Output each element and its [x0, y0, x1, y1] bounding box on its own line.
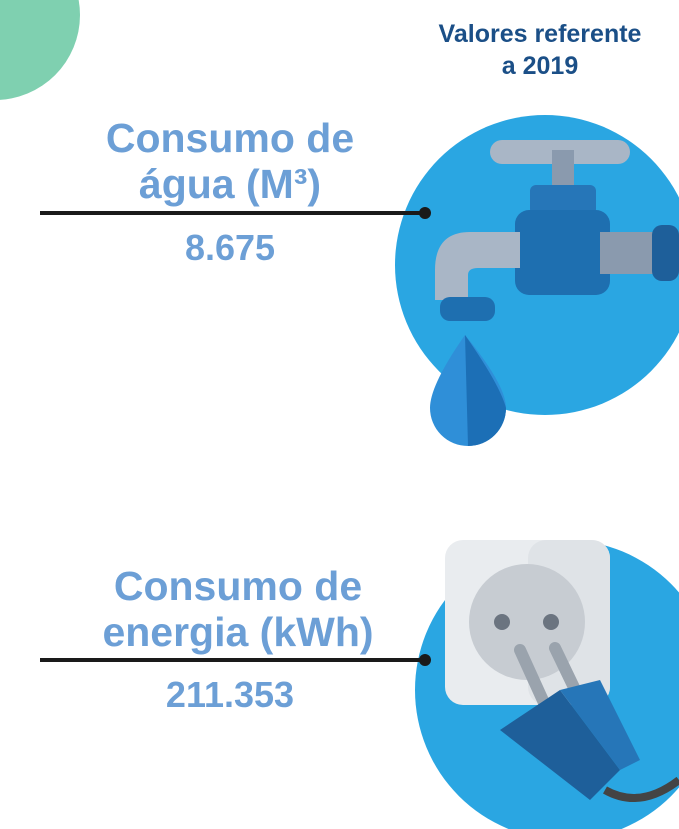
- item-value: 211.353: [166, 674, 294, 715]
- item-label: água (M³): [139, 161, 321, 207]
- item-label: energia (kWh): [102, 609, 373, 655]
- infographic: Valores referente a 2019 Consumo de água…: [0, 0, 679, 829]
- item-label: Consumo de: [106, 115, 354, 161]
- connector-dot: [419, 654, 431, 666]
- energy-icon: [415, 540, 679, 829]
- decor-circle: [0, 0, 80, 100]
- header-line: Valores referente: [439, 20, 642, 48]
- page: Valores referente a 2019 Consumo de água…: [0, 0, 679, 829]
- connector-dot: [419, 207, 431, 219]
- header-line: a 2019: [502, 52, 578, 80]
- item-label: Consumo de: [114, 563, 362, 609]
- water-icon: [395, 115, 679, 446]
- item-value: 8.675: [185, 227, 275, 268]
